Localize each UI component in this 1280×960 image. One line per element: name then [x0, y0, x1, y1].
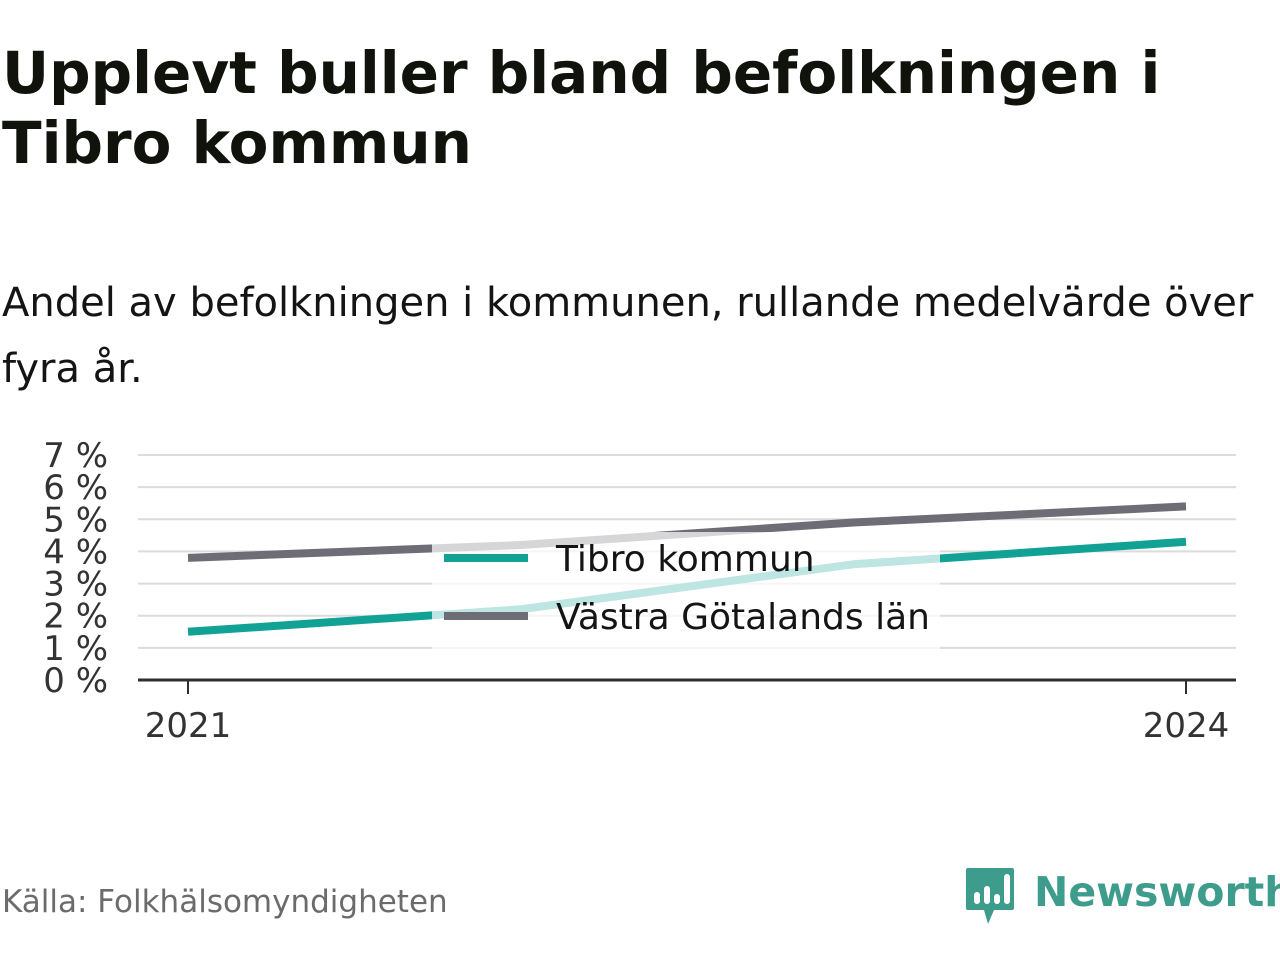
legend: Tibro kommun Västra Götalands län: [432, 532, 940, 650]
y-axis: 0 %1 %2 %3 %4 %5 %6 %7 %: [43, 436, 108, 701]
brand-name: Newsworthy: [1034, 868, 1280, 916]
y-tick-label: 0 %: [43, 661, 108, 701]
line-chart: 0 %1 %2 %3 %4 %5 %6 %7 % 2021 2024 Tibro …: [43, 436, 1236, 746]
legend-background: [432, 532, 940, 650]
x-tick-label: 2021: [145, 706, 232, 746]
legend-label-vastra-gotaland: Västra Götalands län: [556, 597, 930, 638]
newsworthy-logo-icon: [966, 868, 1014, 924]
x-axis: 2021 2024: [138, 678, 1236, 746]
y-tick-label: 2 %: [43, 597, 108, 637]
legend-label-tibro: Tibro kommun: [555, 539, 815, 580]
chart-title: Upplevt buller bland befolkningen i Tibr…: [2, 39, 1161, 177]
y-tick-label: 5 %: [43, 500, 108, 540]
source-note: Källa: Folkhälsomyndigheten: [2, 884, 448, 920]
y-tick-label: 4 %: [43, 532, 108, 572]
x-tick-label: 2024: [1143, 706, 1230, 746]
y-tick-label: 3 %: [43, 565, 108, 605]
y-tick-label: 6 %: [43, 468, 108, 508]
chart-subtitle: Andel av befolkningen i kommunen, rullan…: [2, 280, 1254, 392]
y-tick-label: 1 %: [43, 629, 108, 669]
y-tick-label: 7 %: [43, 436, 108, 476]
